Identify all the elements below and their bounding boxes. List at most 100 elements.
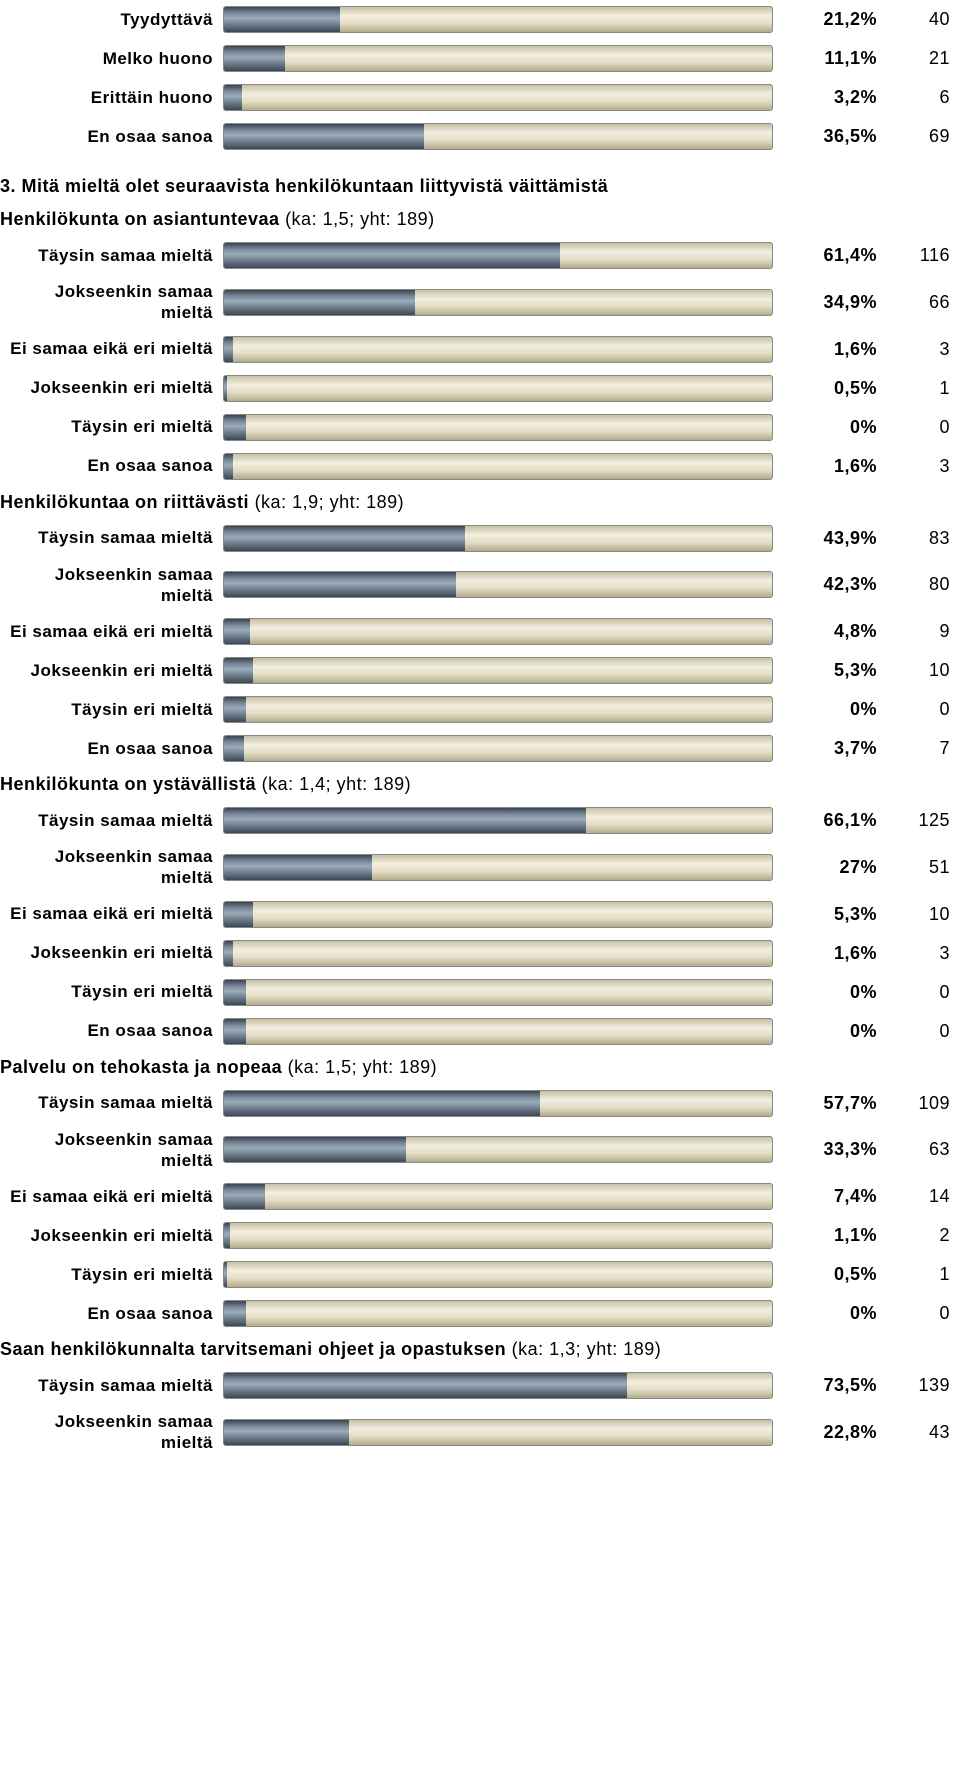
bar-cell <box>223 558 781 613</box>
subsection-title: Palvelu on tehokasta ja nopeaa (ka: 1,5;… <box>0 1051 960 1084</box>
bar-fill <box>224 980 246 1005</box>
bar-cell <box>223 1255 781 1294</box>
row-percent: 22,8% <box>781 1405 889 1460</box>
row-count: 14 <box>889 1177 960 1216</box>
bar-track <box>223 657 773 684</box>
bar-cell <box>223 973 781 1012</box>
bar-fill <box>224 572 456 597</box>
subsection-title-bold: Henkilökunta on ystävällistä <box>0 774 256 794</box>
bar-track <box>223 618 773 645</box>
bar-row: Jokseenkin eri mieltä1,1%2 <box>0 1216 960 1255</box>
row-label: Tyydyttävä <box>0 0 223 39</box>
bar-cell <box>223 801 781 840</box>
bar-track <box>223 6 773 33</box>
row-label: Jokseenkin samaa mieltä <box>0 1123 223 1178</box>
bar-row: Jokseenkin eri mieltä0,5%1 <box>0 369 960 408</box>
row-label: Erittäin huono <box>0 78 223 117</box>
row-percent: 43,9% <box>781 519 889 558</box>
bar-track <box>223 1372 773 1399</box>
row-percent: 0,5% <box>781 1255 889 1294</box>
bar-cell <box>223 275 781 330</box>
bar-fill <box>224 902 253 927</box>
row-label: En osaa sanoa <box>0 1294 223 1333</box>
row-label: Jokseenkin eri mieltä <box>0 651 223 690</box>
bar-track <box>223 1300 773 1327</box>
bar-fill <box>224 85 242 110</box>
bar-cell <box>223 117 781 156</box>
bar-fill <box>224 1223 230 1248</box>
row-count: 3 <box>889 934 960 973</box>
bar-row: Jokseenkin samaa mieltä27%51 <box>0 840 960 895</box>
row-percent: 11,1% <box>781 39 889 78</box>
bar-row: Jokseenkin samaa mieltä42,3%80 <box>0 558 960 613</box>
row-count: 0 <box>889 973 960 1012</box>
bar-fill <box>224 697 246 722</box>
bar-fill <box>224 1373 627 1398</box>
row-count: 63 <box>889 1123 960 1178</box>
row-count: 43 <box>889 1405 960 1460</box>
bar-fill <box>224 855 372 880</box>
row-label: Täysin eri mieltä <box>0 408 223 447</box>
row-count: 125 <box>889 801 960 840</box>
row-count: 1 <box>889 369 960 408</box>
row-percent: 33,3% <box>781 1123 889 1178</box>
top-bars-table: Tyydyttävä21,2%40Melko huono11,1%21Eritt… <box>0 0 960 156</box>
bar-track <box>223 571 773 598</box>
row-percent: 34,9% <box>781 275 889 330</box>
bar-row: Tyydyttävä21,2%40 <box>0 0 960 39</box>
row-percent: 1,6% <box>781 447 889 486</box>
bar-cell <box>223 690 781 729</box>
row-count: 139 <box>889 1366 960 1405</box>
row-percent: 36,5% <box>781 117 889 156</box>
row-percent: 27% <box>781 840 889 895</box>
bar-cell <box>223 729 781 768</box>
bar-row: En osaa sanoa3,7%7 <box>0 729 960 768</box>
row-label: Ei samaa eikä eri mieltä <box>0 330 223 369</box>
row-count: 51 <box>889 840 960 895</box>
row-count: 83 <box>889 519 960 558</box>
bar-fill <box>224 290 415 315</box>
bar-track <box>223 696 773 723</box>
bar-fill <box>224 1137 406 1162</box>
bar-row: Täysin samaa mieltä73,5%139 <box>0 1366 960 1405</box>
bar-fill <box>224 415 246 440</box>
bar-track <box>223 979 773 1006</box>
row-count: 10 <box>889 895 960 934</box>
row-label: Täysin samaa mieltä <box>0 1366 223 1405</box>
row-label: Täysin samaa mieltä <box>0 801 223 840</box>
bar-cell <box>223 1366 781 1405</box>
bar-fill <box>224 808 586 833</box>
group-bars-table: Täysin samaa mieltä57,7%109Jokseenkin sa… <box>0 1084 960 1334</box>
row-label: Melko huono <box>0 39 223 78</box>
bar-fill <box>224 1091 540 1116</box>
subsection-title: Henkilökuntaa on riittävästi (ka: 1,9; y… <box>0 486 960 519</box>
bar-cell <box>223 1084 781 1123</box>
row-label: Täysin samaa mieltä <box>0 1084 223 1123</box>
bar-fill <box>224 1184 265 1209</box>
row-percent: 1,6% <box>781 934 889 973</box>
row-count: 0 <box>889 1012 960 1051</box>
subsection-title: Henkilökunta on asiantuntevaa (ka: 1,5; … <box>0 203 960 236</box>
row-count: 0 <box>889 690 960 729</box>
row-count: 109 <box>889 1084 960 1123</box>
bar-row: Täysin eri mieltä0%0 <box>0 973 960 1012</box>
row-percent: 0% <box>781 408 889 447</box>
bar-fill <box>224 941 233 966</box>
subsection-title: Henkilökunta on ystävällistä (ka: 1,4; y… <box>0 768 960 801</box>
row-count: 80 <box>889 558 960 613</box>
bar-cell <box>223 1294 781 1333</box>
subsection-title-bold: Palvelu on tehokasta ja nopeaa <box>0 1057 282 1077</box>
row-percent: 0% <box>781 1294 889 1333</box>
bar-row: Täysin samaa mieltä61,4%116 <box>0 236 960 275</box>
subsection-title-rest: (ka: 1,5; yht: 189) <box>280 209 435 229</box>
subsection-title-rest: (ka: 1,9; yht: 189) <box>249 492 404 512</box>
bar-track <box>223 123 773 150</box>
bar-cell <box>223 895 781 934</box>
bar-track <box>223 525 773 552</box>
row-count: 1 <box>889 1255 960 1294</box>
bar-fill <box>224 1262 227 1287</box>
row-label: Täysin eri mieltä <box>0 690 223 729</box>
subsection-title-rest: (ka: 1,4; yht: 189) <box>256 774 411 794</box>
subsection-title: Saan henkilökunnalta tarvitsemani ohjeet… <box>0 1333 960 1366</box>
bar-fill <box>224 454 233 479</box>
